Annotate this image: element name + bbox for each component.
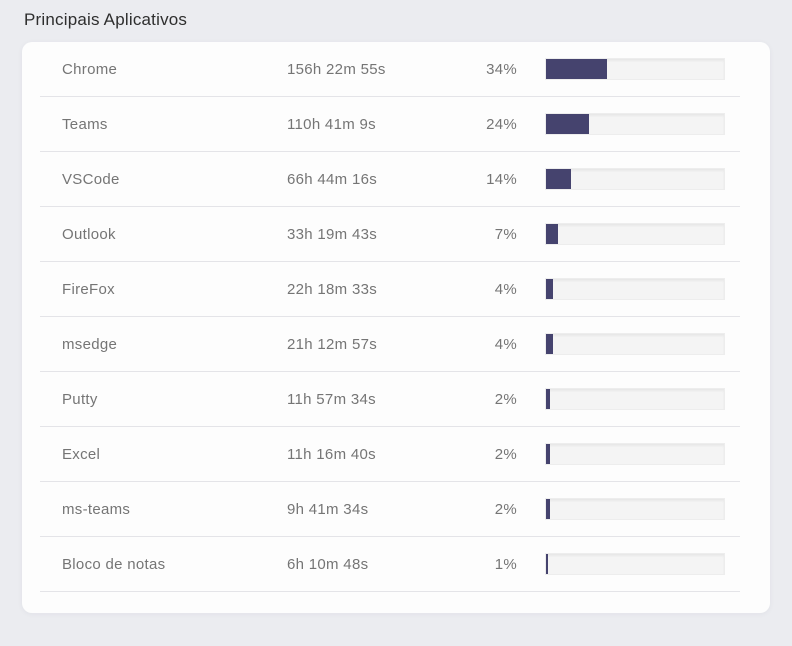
app-percent: 7%: [494, 225, 517, 243]
app-percent: 2%: [494, 390, 517, 408]
table-row: Bloco de notas 6h 10m 48s 1%: [40, 537, 740, 592]
app-percent: 4%: [494, 280, 517, 298]
usage-bar: [545, 168, 725, 190]
app-name: Putty: [62, 390, 98, 408]
usage-bar-track: [545, 388, 725, 410]
usage-bar: [545, 388, 725, 410]
app-name: Teams: [62, 115, 108, 133]
usage-bar-track: [545, 443, 725, 465]
app-duration: 11h 57m 34s: [287, 390, 376, 408]
table-row: Excel 11h 16m 40s 2%: [40, 427, 740, 482]
usage-bar-fill: [546, 499, 550, 519]
usage-bar-fill: [546, 389, 550, 409]
app-name: Outlook: [62, 225, 116, 243]
app-name: Bloco de notas: [62, 555, 166, 573]
app-duration: 9h 41m 34s: [287, 500, 369, 518]
app-percent: 4%: [494, 335, 517, 353]
usage-bar: [545, 443, 725, 465]
app-name: ms-teams: [62, 500, 131, 518]
table-row: ms-teams 9h 41m 34s 2%: [40, 482, 740, 537]
usage-bar-fill: [546, 114, 589, 134]
usage-bar-track: [545, 223, 725, 245]
top-apps-card: Chrome 156h 22m 55s 34% Teams 110h 41m 9…: [22, 42, 770, 613]
app-duration: 110h 41m 9s: [287, 115, 376, 133]
app-percent: 2%: [494, 500, 517, 518]
app-duration: 11h 16m 40s: [287, 445, 376, 463]
table-row: Teams 110h 41m 9s 24%: [40, 97, 740, 152]
app-name: msedge: [62, 335, 118, 353]
table-row: Outlook 33h 19m 43s 7%: [40, 207, 740, 262]
usage-bar: [545, 498, 725, 520]
usage-bar-track: [545, 113, 725, 135]
app-duration: 22h 18m 33s: [287, 280, 378, 298]
app-name: Excel: [62, 445, 101, 463]
app-percent: 34%: [486, 60, 517, 78]
usage-bar-track: [545, 58, 725, 80]
usage-bar-fill: [546, 224, 559, 244]
app-duration: 156h 22m 55s: [287, 60, 386, 78]
table-row: msedge 21h 12m 57s 4%: [40, 317, 740, 372]
usage-bar-track: [545, 333, 725, 355]
app-duration: 33h 19m 43s: [287, 225, 378, 243]
usage-bar-fill: [546, 554, 548, 574]
usage-bar: [545, 113, 725, 135]
usage-bar: [545, 58, 725, 80]
usage-bar: [545, 278, 725, 300]
usage-bar-fill: [546, 169, 571, 189]
app-percent: 14%: [486, 170, 517, 188]
app-duration: 6h 10m 48s: [287, 555, 369, 573]
app-percent: 24%: [486, 115, 517, 133]
usage-bar: [545, 333, 725, 355]
table-row: VSCode 66h 44m 16s 14%: [40, 152, 740, 207]
table-row: FireFox 22h 18m 33s 4%: [40, 262, 740, 317]
table-row: Putty 11h 57m 34s 2%: [40, 372, 740, 427]
usage-bar-fill: [546, 444, 550, 464]
top-apps-table: Chrome 156h 22m 55s 34% Teams 110h 41m 9…: [40, 42, 740, 592]
usage-bar-track: [545, 278, 725, 300]
app-percent: 2%: [494, 445, 517, 463]
table-row: Chrome 156h 22m 55s 34%: [40, 42, 740, 97]
usage-bar-track: [545, 168, 725, 190]
app-name: VSCode: [62, 170, 120, 188]
app-duration: 21h 12m 57s: [287, 335, 378, 353]
usage-bar-fill: [546, 279, 554, 299]
usage-bar: [545, 553, 725, 575]
usage-bar-track: [545, 553, 725, 575]
usage-bar-track: [545, 498, 725, 520]
page-title: Principais Aplicativos: [24, 10, 188, 29]
app-name: Chrome: [62, 60, 118, 78]
app-duration: 66h 44m 16s: [287, 170, 378, 188]
app-percent: 1%: [494, 555, 517, 573]
usage-bar-fill: [546, 334, 554, 354]
app-name: FireFox: [62, 280, 115, 298]
usage-bar-fill: [546, 59, 607, 79]
usage-bar: [545, 223, 725, 245]
